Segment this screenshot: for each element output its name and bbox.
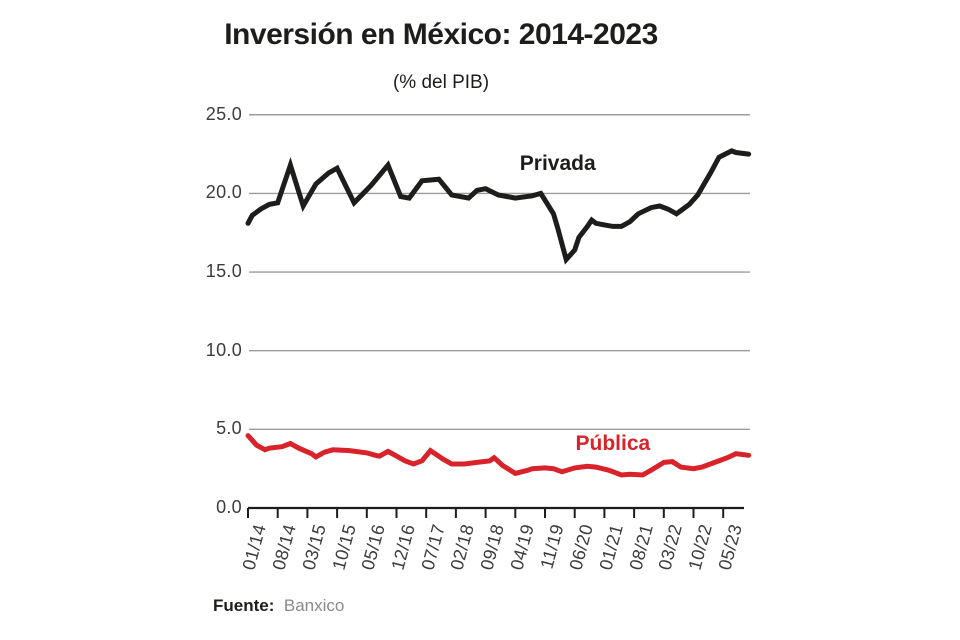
source-value: Banxico bbox=[283, 596, 345, 615]
chart-subtitle: (% del PIB) bbox=[392, 72, 490, 93]
series-line-publica bbox=[245, 433, 752, 478]
y-tick-label: 15.0 bbox=[205, 261, 242, 282]
source-label: Fuente: bbox=[213, 596, 275, 615]
y-tick-label: 25.0 bbox=[205, 103, 242, 124]
y-tick-label: 0.0 bbox=[216, 497, 242, 517]
y-tick-label: 20.0 bbox=[205, 182, 242, 203]
y-tick-label: 10.0 bbox=[205, 339, 242, 360]
series-line-privada bbox=[245, 148, 752, 265]
chart-title: Inversión en México: 2014-2023 bbox=[224, 18, 658, 51]
y-tick-label: 5.0 bbox=[216, 418, 242, 439]
series-label-privada: Privada bbox=[519, 152, 596, 176]
source-note: Fuente: Banxico bbox=[213, 596, 344, 616]
series-label-publica: Pública bbox=[575, 432, 651, 456]
